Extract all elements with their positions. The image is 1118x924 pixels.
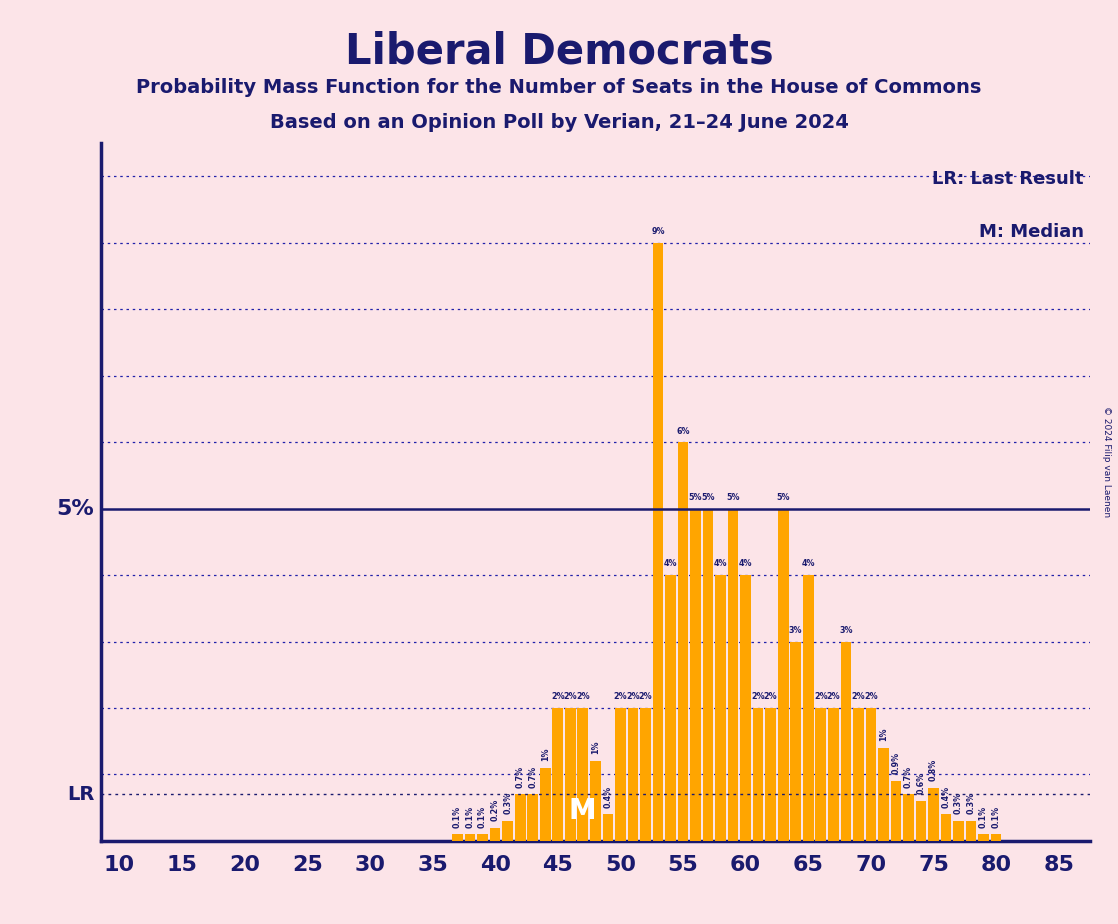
Text: 4%: 4%: [664, 559, 678, 568]
Text: 9%: 9%: [651, 227, 665, 237]
Text: 1%: 1%: [541, 748, 550, 761]
Bar: [728, 508, 738, 841]
Bar: [815, 708, 826, 841]
Bar: [752, 708, 764, 841]
Text: 0.1%: 0.1%: [479, 806, 487, 828]
Bar: [590, 761, 600, 841]
Text: 0.7%: 0.7%: [528, 766, 538, 787]
Text: 0.4%: 0.4%: [941, 785, 950, 808]
Text: 2%: 2%: [638, 692, 652, 701]
Bar: [940, 814, 951, 841]
Bar: [966, 821, 976, 841]
Text: 2%: 2%: [614, 692, 627, 701]
Text: 2%: 2%: [626, 692, 639, 701]
Bar: [841, 641, 851, 841]
Bar: [540, 768, 550, 841]
Text: 1%: 1%: [590, 741, 600, 755]
Text: 0.1%: 0.1%: [465, 806, 474, 828]
Text: 6%: 6%: [676, 427, 690, 435]
Text: 5%: 5%: [777, 493, 790, 502]
Bar: [790, 641, 802, 841]
Bar: [903, 795, 913, 841]
Text: 5%: 5%: [701, 493, 714, 502]
Text: 0.6%: 0.6%: [917, 772, 926, 795]
Bar: [740, 575, 751, 841]
Text: 0.3%: 0.3%: [967, 792, 976, 814]
Text: 0.2%: 0.2%: [491, 798, 500, 821]
Bar: [515, 795, 525, 841]
Text: 4%: 4%: [739, 559, 752, 568]
Text: 2%: 2%: [563, 692, 577, 701]
Text: 0.9%: 0.9%: [891, 752, 900, 774]
Text: 3%: 3%: [789, 626, 803, 635]
Bar: [891, 781, 901, 841]
Bar: [502, 821, 513, 841]
Bar: [690, 508, 701, 841]
Bar: [565, 708, 576, 841]
Bar: [916, 801, 927, 841]
Bar: [828, 708, 838, 841]
Text: 2%: 2%: [551, 692, 565, 701]
Text: 5%: 5%: [57, 499, 94, 518]
Text: 3%: 3%: [840, 626, 853, 635]
Bar: [465, 834, 475, 841]
Text: 4%: 4%: [802, 559, 815, 568]
Text: 0.8%: 0.8%: [929, 759, 938, 781]
Text: Probability Mass Function for the Number of Seats in the House of Commons: Probability Mass Function for the Number…: [136, 78, 982, 97]
Text: 2%: 2%: [864, 692, 878, 701]
Bar: [803, 575, 814, 841]
Text: 0.7%: 0.7%: [904, 766, 913, 787]
Text: 2%: 2%: [852, 692, 865, 701]
Bar: [766, 708, 776, 841]
Text: 1%: 1%: [879, 728, 888, 741]
Bar: [665, 575, 675, 841]
Bar: [954, 821, 964, 841]
Text: 0.1%: 0.1%: [453, 806, 462, 828]
Text: 0.3%: 0.3%: [503, 792, 512, 814]
Text: M: Median: M: Median: [978, 223, 1083, 241]
Text: 2%: 2%: [751, 692, 765, 701]
Text: 2%: 2%: [826, 692, 840, 701]
Bar: [678, 443, 689, 841]
Text: 4%: 4%: [713, 559, 728, 568]
Bar: [578, 708, 588, 841]
Bar: [528, 795, 538, 841]
Text: Based on an Opinion Poll by Verian, 21–24 June 2024: Based on an Opinion Poll by Verian, 21–2…: [269, 113, 849, 132]
Bar: [627, 708, 638, 841]
Bar: [490, 828, 501, 841]
Text: 2%: 2%: [814, 692, 827, 701]
Bar: [978, 834, 989, 841]
Bar: [991, 834, 1002, 841]
Bar: [878, 748, 889, 841]
Bar: [615, 708, 626, 841]
Bar: [641, 708, 651, 841]
Bar: [853, 708, 864, 841]
Text: Liberal Democrats: Liberal Democrats: [344, 30, 774, 72]
Text: M: M: [569, 796, 597, 825]
Text: © 2024 Filip van Laenen: © 2024 Filip van Laenen: [1102, 407, 1111, 517]
Bar: [703, 508, 713, 841]
Text: 0.1%: 0.1%: [979, 806, 988, 828]
Text: 0.4%: 0.4%: [604, 785, 613, 808]
Text: 5%: 5%: [689, 493, 702, 502]
Bar: [778, 508, 788, 841]
Text: LR: LR: [67, 784, 94, 804]
Bar: [653, 243, 663, 841]
Text: 0.3%: 0.3%: [954, 792, 963, 814]
Text: 0.1%: 0.1%: [992, 806, 1001, 828]
Text: 2%: 2%: [576, 692, 589, 701]
Bar: [552, 708, 563, 841]
Text: LR: Last Result: LR: Last Result: [932, 170, 1083, 188]
Text: 5%: 5%: [727, 493, 740, 502]
Bar: [477, 834, 487, 841]
Bar: [865, 708, 877, 841]
Text: 2%: 2%: [764, 692, 777, 701]
Bar: [453, 834, 463, 841]
Bar: [603, 814, 613, 841]
Bar: [928, 787, 939, 841]
Text: 0.7%: 0.7%: [515, 766, 524, 787]
Bar: [716, 575, 726, 841]
